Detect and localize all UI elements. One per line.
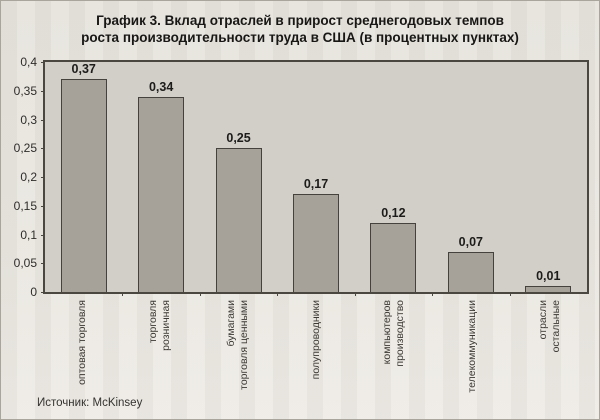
- bar-0: [60, 79, 107, 292]
- plot-area: 0 0,05 0,1 0,15 0,2 0,25 0,3 0,35 0,4 0,37 0,34 0,2…: [14, 55, 589, 299]
- y-tick-mark: [41, 292, 45, 293]
- x-tick-mark: [122, 292, 124, 296]
- x-tick-mark: [509, 292, 511, 296]
- bar-2: [215, 148, 262, 292]
- bar-value-label: 0,34: [148, 79, 174, 94]
- y-tick-mark: [41, 177, 45, 178]
- chart-title-line-2: роста производительности труда в США (в …: [81, 30, 519, 45]
- y-tick-mark: [41, 205, 45, 207]
- x-tick-mark: [432, 292, 434, 296]
- y-tick-label: 0: [30, 285, 37, 299]
- bar-value-label: 0,12: [381, 206, 406, 220]
- x-axis-label: телекоммуникации: [433, 300, 511, 396]
- y-tick-label: 0,1: [20, 227, 37, 242]
- bar-value-label: 0,37: [71, 62, 96, 77]
- x-axis-label-line: остальные: [550, 300, 562, 353]
- x-axis-label-line: отрасли: [537, 300, 549, 340]
- bar-5: [447, 251, 494, 292]
- x-axis-label-line: полупроводники: [309, 300, 322, 380]
- x-tick-mark: [199, 292, 201, 296]
- x-axis-label-line: торговля ценными: [238, 300, 250, 390]
- bar-3: [292, 194, 339, 292]
- y-tick-label: 0,05: [13, 256, 37, 271]
- bar-value-label: 0,25: [226, 131, 251, 146]
- y-tick-label: 0,35: [13, 83, 37, 98]
- bar-slot: 0,37: [45, 62, 122, 292]
- x-axis-label: остальные отрасли: [511, 300, 589, 396]
- chart-title: График 3. Вклад отраслей в прирост средн…: [41, 12, 559, 46]
- x-axis-label: розничная торговля: [121, 300, 199, 396]
- y-tick-mark: [41, 234, 45, 236]
- x-axis-label-line: производство: [394, 300, 406, 367]
- x-axis-label-line: торговля: [147, 300, 159, 343]
- bar-value-label: 0,07: [458, 234, 484, 249]
- x-axis-label-line: компьютеров: [381, 300, 393, 365]
- bar-1: [138, 96, 185, 292]
- x-tick-mark: [354, 292, 356, 296]
- y-tick-label: 0,25: [13, 141, 37, 156]
- bar-slot: 0,07: [432, 62, 509, 292]
- bar-slot: 0,34: [122, 62, 199, 292]
- bar-value-label: 0,01: [536, 269, 561, 284]
- x-axis-label: производство компьютеров: [355, 300, 433, 396]
- x-axis-labels: оптовая торговля розничная торговля торговл…: [43, 300, 589, 396]
- x-axis-label-line: телекоммуникации: [465, 300, 478, 393]
- bar-slot: 0,01: [510, 62, 587, 292]
- bar-6: [525, 286, 572, 292]
- source-note: Источник: McKinsey: [37, 397, 143, 409]
- y-tick-mark: [41, 119, 45, 121]
- y-tick-mark: [41, 148, 45, 150]
- chart-title-line-1: График 3. Вклад отраслей в прирост средн…: [96, 13, 504, 28]
- x-axis-label-line: розничная: [160, 300, 172, 351]
- bar-value-label: 0,17: [303, 177, 329, 192]
- x-tick-mark: [277, 292, 279, 296]
- x-axis-label: оптовая торговля: [43, 300, 121, 396]
- y-tick-label: 0,3: [20, 112, 37, 127]
- y-tick-label: 0,2: [20, 170, 37, 184]
- x-axis-label-line: оптовая торговля: [75, 300, 88, 385]
- y-tick-mark: [41, 263, 45, 265]
- y-tick-label: 0,15: [13, 198, 37, 213]
- bar-4: [370, 223, 417, 292]
- y-tick-mark: [41, 62, 45, 63]
- bar-slot: 0,25: [200, 62, 277, 292]
- y-tick-label: 0,4: [20, 55, 37, 69]
- x-axis-label: торговля ценными бумагами: [199, 300, 277, 396]
- bar-slot: 0,12: [355, 62, 432, 292]
- x-axis-label: полупроводники: [277, 300, 355, 396]
- x-axis-label-line: бумагами: [225, 300, 237, 347]
- bar-slot: 0,17: [277, 62, 354, 292]
- y-tick-mark: [41, 90, 45, 92]
